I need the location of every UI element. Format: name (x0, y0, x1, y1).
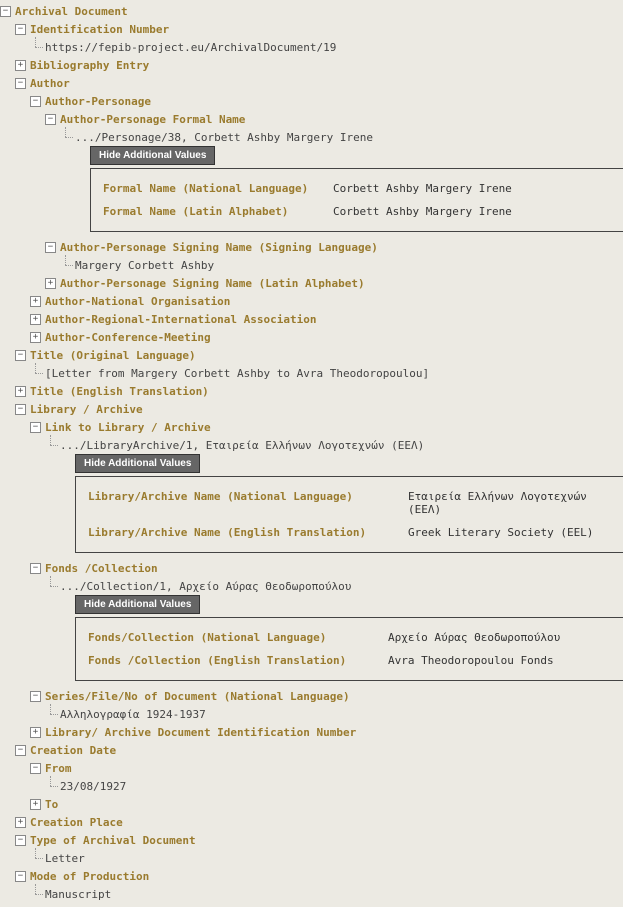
toggle-icon[interactable]: − (45, 114, 56, 125)
tree-root: −Archival Document −Identification Numbe… (0, 0, 623, 905)
toggle-icon[interactable]: − (30, 563, 41, 574)
fonds-nat-label: Fonds/Collection (National Language) (88, 631, 388, 644)
title-label: Title (Original Language) (30, 349, 196, 362)
formal-nat-label: Formal Name (National Language) (103, 182, 333, 195)
root-label: Archival Document (15, 5, 128, 18)
fonds-nat-value: Αρχείο Αύρας Θεοδωροπούλου (388, 631, 560, 644)
fonds-en-label: Fonds /Collection (English Translation) (88, 654, 388, 667)
author-label: Author (30, 77, 70, 90)
bibentry-label: Bibliography Entry (30, 59, 149, 72)
toggle-icon[interactable]: + (30, 332, 41, 343)
idnum-label: Identification Number (30, 23, 169, 36)
hide-values-button[interactable]: Hide Additional Values (75, 454, 200, 473)
auth-nat-label: Author-National Organisation (45, 295, 230, 308)
toggle-icon[interactable]: + (30, 727, 41, 738)
toggle-icon[interactable]: − (30, 96, 41, 107)
doc-type-label: Type of Archival Document (30, 834, 196, 847)
doc-type-value: Letter (45, 852, 85, 865)
from-value: 23/08/1927 (60, 780, 126, 793)
formal-name-value: .../Personage/38, Corbett Ashby Margery … (75, 131, 373, 144)
author-personage-label: Author-Personage (45, 95, 151, 108)
signing-value: Margery Corbett Ashby (75, 259, 214, 272)
toggle-icon[interactable]: − (15, 78, 26, 89)
title-value: [Letter from Margery Corbett Ashby to Av… (45, 367, 429, 380)
from-label: From (45, 762, 72, 775)
idnum-value: https://fepib-project.eu/ArchivalDocumen… (45, 41, 336, 54)
toggle-icon[interactable]: − (15, 745, 26, 756)
fonds-en-value: Avra Theodoropoulou Fonds (388, 654, 554, 667)
toggle-icon[interactable]: − (15, 871, 26, 882)
to-label: To (45, 798, 58, 811)
toggle-icon[interactable]: − (30, 691, 41, 702)
title-en-label: Title (English Translation) (30, 385, 209, 398)
toggle-icon[interactable]: − (15, 835, 26, 846)
link-lib-label: Link to Library / Archive (45, 421, 211, 434)
lib-nat-label: Library/Archive Name (National Language) (88, 490, 408, 516)
toggle-icon[interactable]: − (30, 763, 41, 774)
toggle-icon[interactable]: + (30, 314, 41, 325)
signing-label: Author-Personage Signing Name (Signing L… (60, 241, 378, 254)
toggle-icon[interactable]: + (15, 386, 26, 397)
formal-lat-value: Corbett Ashby Margery Irene (333, 205, 512, 218)
fonds-label: Fonds /Collection (45, 562, 158, 575)
toggle-icon[interactable]: + (30, 799, 41, 810)
mode-value: Manuscript (45, 888, 111, 901)
signing-lat-label: Author-Personage Signing Name (Latin Alp… (60, 277, 365, 290)
cre-place-label: Creation Place (30, 816, 123, 829)
cre-date-label: Creation Date (30, 744, 116, 757)
fonds-value: .../Collection/1, Αρχείο Αύρας Θεοδωροπο… (60, 580, 351, 593)
toggle-icon[interactable]: + (45, 278, 56, 289)
toggle-icon[interactable]: + (30, 296, 41, 307)
toggle-icon[interactable]: − (15, 404, 26, 415)
formal-lat-label: Formal Name (Latin Alphabet) (103, 205, 333, 218)
toggle-icon[interactable]: − (15, 350, 26, 361)
lib-doc-id-label: Library/ Archive Document Identification… (45, 726, 356, 739)
mode-label: Mode of Production (30, 870, 149, 883)
fonds-details: Fonds/Collection (National Language)Αρχε… (75, 617, 623, 681)
lib-nat-value: Εταιρεία Ελλήνων Λογοτεχνών (ΕΕΛ) (408, 490, 611, 516)
library-label: Library / Archive (30, 403, 143, 416)
formal-nat-value: Corbett Ashby Margery Irene (333, 182, 512, 195)
hide-values-button[interactable]: Hide Additional Values (90, 146, 215, 165)
formal-name-label: Author-Personage Formal Name (60, 113, 245, 126)
toggle-icon[interactable]: − (15, 24, 26, 35)
link-lib-value: .../LibraryArchive/1, Εταιρεία Ελλήνων Λ… (60, 439, 424, 452)
toggle-icon[interactable]: + (15, 60, 26, 71)
toggle-icon[interactable]: + (15, 817, 26, 828)
toggle-icon[interactable]: − (0, 6, 11, 17)
auth-reg-label: Author-Regional-International Associatio… (45, 313, 317, 326)
formal-name-details: Formal Name (National Language)Corbett A… (90, 168, 623, 232)
toggle-icon[interactable]: − (45, 242, 56, 253)
lib-en-label: Library/Archive Name (English Translatio… (88, 526, 408, 539)
series-value: Αλληλογραφία 1924-1937 (60, 708, 206, 721)
library-details: Library/Archive Name (National Language)… (75, 476, 623, 553)
series-label: Series/File/No of Document (National Lan… (45, 690, 350, 703)
hide-values-button[interactable]: Hide Additional Values (75, 595, 200, 614)
lib-en-value: Greek Literary Society (EEL) (408, 526, 593, 539)
toggle-icon[interactable]: − (30, 422, 41, 433)
auth-conf-label: Author-Conference-Meeting (45, 331, 211, 344)
